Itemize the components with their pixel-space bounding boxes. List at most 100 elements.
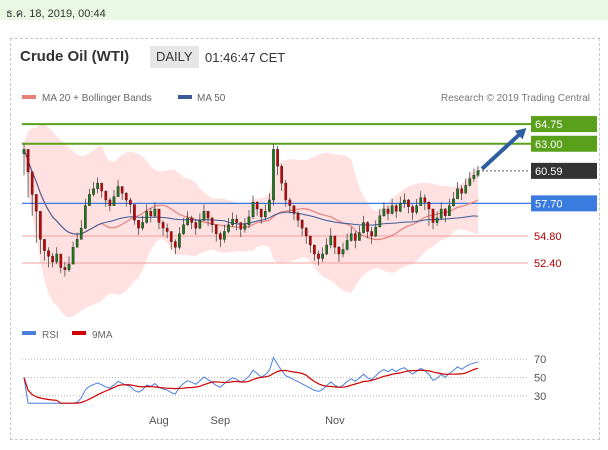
- candle-12: [71, 247, 75, 265]
- rsi-panel: [23, 356, 479, 404]
- candle-54: [243, 224, 247, 230]
- candle-46: [210, 217, 214, 225]
- candle-87: [378, 215, 382, 228]
- candle-98: [423, 197, 427, 203]
- candle-41: [190, 217, 194, 223]
- candle-2: [30, 171, 34, 195]
- ma50-line: [23, 149, 479, 235]
- date-banner: ธ.ค. 18, 2019, 00:44: [0, 0, 608, 20]
- candle-42: [194, 222, 198, 229]
- candle-104: [448, 205, 451, 216]
- chart-frame: [10, 38, 600, 440]
- candle-29: [141, 222, 144, 229]
- level-label-bg-0: [531, 116, 597, 133]
- rsi-line: [23, 356, 479, 404]
- candle-32: [153, 208, 157, 216]
- candle-47: [214, 224, 218, 234]
- candle-51: [231, 218, 234, 225]
- level-label-1: 63.00: [535, 139, 563, 151]
- candle-74: [325, 244, 328, 255]
- candle-27: [133, 204, 136, 221]
- candle-64: [284, 182, 288, 201]
- level-lines: [22, 123, 596, 264]
- rsi-tick-30: 30: [534, 391, 546, 403]
- candle-35: [165, 227, 169, 232]
- candle-61: [272, 149, 275, 201]
- candle-57: [255, 202, 259, 210]
- candle-69: [304, 227, 308, 237]
- rsi-ma-legend: 9MA: [92, 330, 113, 341]
- period-selector[interactable]: DAILY: [150, 46, 199, 68]
- candle-70: [308, 235, 312, 246]
- level-label-4: 52.40: [534, 258, 562, 270]
- candle-94: [407, 199, 410, 207]
- candle-24: [120, 186, 124, 194]
- candle-76: [333, 235, 337, 248]
- ma50-legend: MA 50: [197, 93, 226, 104]
- candle-20: [104, 190, 108, 201]
- date-stamp: ธ.ค. 18, 2019, 00:44: [6, 8, 106, 20]
- candle-52: [235, 218, 239, 223]
- candle-68: [300, 220, 304, 229]
- candle-83: [362, 222, 365, 233]
- candle-105: [452, 198, 455, 206]
- candle-62: [276, 149, 279, 167]
- level-label-2: 57.70: [535, 198, 563, 210]
- candle-11: [67, 263, 71, 270]
- candle-82: [358, 232, 361, 241]
- candle-4: [39, 211, 42, 240]
- candle-37: [174, 241, 177, 248]
- candle-81: [353, 233, 357, 241]
- candle-8: [55, 253, 59, 263]
- candle-67: [296, 213, 300, 221]
- candle-0: [22, 149, 26, 155]
- last-price-label: 60.59: [535, 166, 563, 178]
- forecast-arrow: [480, 128, 527, 171]
- candle-50: [227, 224, 230, 232]
- candle-34: [161, 222, 165, 229]
- candle-38: [178, 233, 181, 248]
- research-credit: Research © 2019 Trading Central: [441, 93, 590, 104]
- candle-86: [374, 226, 378, 237]
- level-labels: 64.75 63.00 57.70 54.80 52.40 60.59: [531, 116, 597, 270]
- ma-bb-legend: MA 20 + Bollinger Bands: [42, 93, 152, 104]
- rsi-ma-legend-swatch: [72, 331, 86, 335]
- candle-30: [145, 211, 149, 223]
- candle-106: [456, 188, 459, 200]
- candle-19: [100, 182, 104, 192]
- candle-45: [206, 211, 210, 219]
- x-axis: Aug Sep Nov: [149, 415, 345, 427]
- candle-102: [439, 208, 443, 219]
- candle-26: [129, 199, 132, 205]
- level-label-0: 64.75: [535, 119, 563, 131]
- candle-99: [427, 202, 431, 210]
- candle-39: [182, 224, 185, 234]
- candle-100: [431, 208, 435, 223]
- candle-108: [464, 185, 468, 194]
- level-label-3: 54.80: [534, 231, 562, 243]
- chart-title: Crude Oil (WTI): [20, 48, 130, 65]
- candle-110: [472, 175, 476, 179]
- candle-5: [43, 239, 46, 251]
- candle-3: [34, 194, 38, 212]
- candle-1: [26, 149, 30, 173]
- candles: [22, 143, 480, 277]
- arrow-shaft: [480, 130, 524, 171]
- candle-89: [386, 208, 390, 214]
- candle-97: [419, 197, 423, 206]
- rsi-legend-swatch: [22, 331, 36, 335]
- candle-109: [468, 178, 472, 186]
- candle-40: [186, 217, 189, 225]
- candle-66: [292, 205, 296, 214]
- candle-14: [79, 227, 83, 240]
- candle-49: [223, 231, 226, 240]
- candle-17: [92, 188, 95, 195]
- candle-92: [398, 203, 402, 212]
- candle-36: [169, 231, 173, 242]
- candle-90: [390, 205, 394, 214]
- candle-9: [59, 253, 63, 268]
- candle-44: [202, 211, 206, 221]
- candle-85: [370, 231, 373, 237]
- candle-91: [394, 205, 398, 212]
- moving-averages: [23, 149, 479, 241]
